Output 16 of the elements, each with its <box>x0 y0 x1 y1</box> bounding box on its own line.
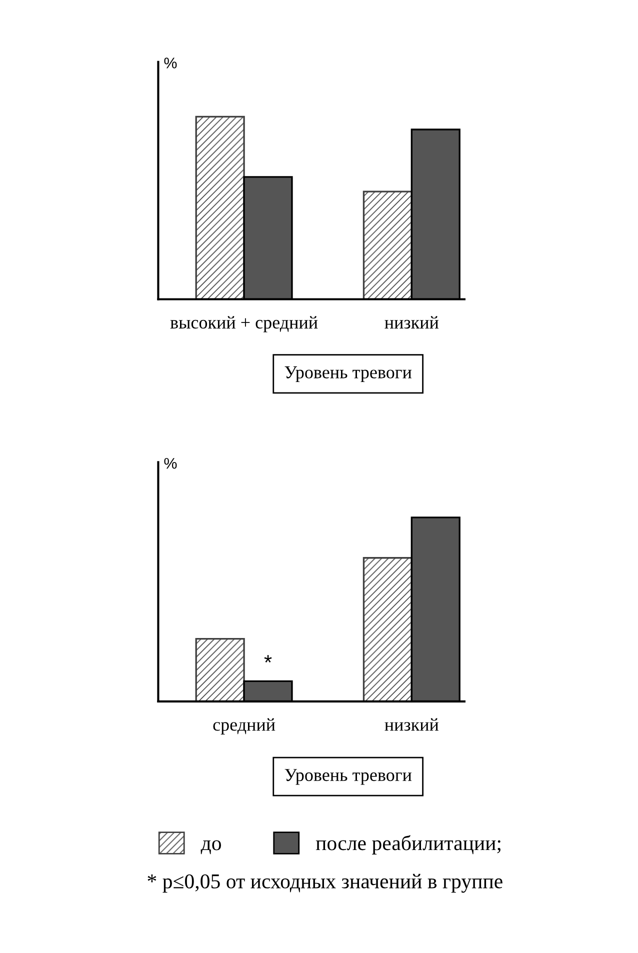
x-tick-label: низкий <box>384 316 439 329</box>
annotation: * <box>264 655 272 662</box>
x-axis-title: Уровень тревоги <box>284 366 412 382</box>
text: * p≤0,05 от исходных значений в группе <box>148 874 502 893</box>
x-axis-title: Уровень тревоги <box>284 769 412 785</box>
legend-label: до <box>200 840 221 854</box>
x-tick-label: низкий <box>384 718 439 731</box>
bar <box>362 557 412 702</box>
bar <box>195 116 245 300</box>
bar <box>195 638 245 702</box>
legend-label: после реабилитации; <box>316 835 500 854</box>
x-tick-label: средний <box>213 718 276 734</box>
y-axis-title: % <box>164 58 177 68</box>
y-axis-title: % <box>164 458 177 469</box>
x-tick-label: высокий + средний <box>170 316 318 332</box>
bar <box>362 190 412 300</box>
